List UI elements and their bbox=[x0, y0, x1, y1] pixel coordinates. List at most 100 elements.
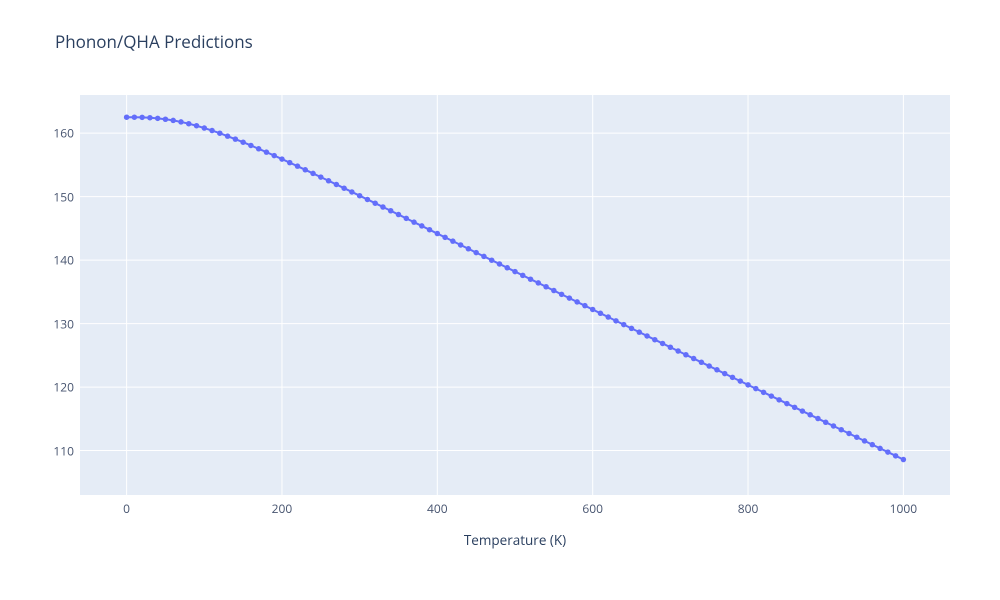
data-marker[interactable] bbox=[411, 219, 417, 225]
data-marker[interactable] bbox=[683, 352, 689, 358]
data-marker[interactable] bbox=[256, 146, 261, 152]
plot-area[interactable]: Bulk modulus (GPa) 020040060080010001101… bbox=[80, 95, 950, 495]
data-marker[interactable] bbox=[132, 114, 138, 120]
data-marker[interactable] bbox=[240, 139, 246, 145]
data-marker[interactable] bbox=[209, 128, 215, 134]
data-marker[interactable] bbox=[357, 193, 363, 199]
data-marker[interactable] bbox=[341, 185, 347, 191]
data-marker[interactable] bbox=[442, 235, 448, 241]
data-marker[interactable] bbox=[170, 118, 176, 124]
data-marker[interactable] bbox=[846, 431, 852, 437]
data-marker[interactable] bbox=[870, 442, 876, 448]
data-marker[interactable] bbox=[621, 322, 627, 328]
data-marker[interactable] bbox=[303, 167, 309, 173]
data-marker[interactable] bbox=[528, 276, 534, 282]
data-marker[interactable] bbox=[559, 292, 565, 298]
data-marker[interactable] bbox=[839, 427, 845, 433]
data-marker[interactable] bbox=[637, 329, 643, 335]
data-marker[interactable] bbox=[699, 360, 705, 366]
data-marker[interactable] bbox=[675, 348, 681, 354]
data-marker[interactable] bbox=[629, 326, 635, 332]
data-marker[interactable] bbox=[334, 182, 340, 188]
data-marker[interactable] bbox=[194, 123, 200, 129]
data-marker[interactable] bbox=[551, 288, 557, 294]
data-marker[interactable] bbox=[574, 299, 580, 305]
data-marker[interactable] bbox=[147, 115, 153, 121]
data-marker[interactable] bbox=[613, 318, 619, 324]
data-marker[interactable] bbox=[326, 178, 332, 184]
data-marker[interactable] bbox=[536, 280, 542, 286]
data-marker[interactable] bbox=[854, 434, 860, 440]
data-marker[interactable] bbox=[738, 378, 744, 384]
data-marker[interactable] bbox=[139, 115, 145, 121]
data-marker[interactable] bbox=[466, 246, 472, 252]
data-marker[interactable] bbox=[435, 231, 441, 237]
data-marker[interactable] bbox=[722, 371, 728, 377]
data-marker[interactable] bbox=[885, 449, 891, 455]
data-marker[interactable] bbox=[877, 446, 883, 452]
data-marker[interactable] bbox=[769, 393, 775, 399]
data-marker[interactable] bbox=[644, 333, 650, 339]
data-marker[interactable] bbox=[753, 386, 759, 392]
data-marker[interactable] bbox=[372, 200, 378, 206]
data-marker[interactable] bbox=[388, 208, 394, 214]
data-marker[interactable] bbox=[668, 345, 674, 351]
data-marker[interactable] bbox=[450, 238, 456, 244]
data-marker[interactable] bbox=[458, 242, 464, 248]
data-marker[interactable] bbox=[598, 311, 604, 317]
data-marker[interactable] bbox=[652, 337, 658, 343]
data-marker[interactable] bbox=[349, 189, 355, 195]
data-marker[interactable] bbox=[815, 416, 821, 422]
data-marker[interactable] bbox=[807, 412, 813, 418]
data-marker[interactable] bbox=[295, 163, 301, 169]
data-marker[interactable] bbox=[792, 405, 798, 411]
data-marker[interactable] bbox=[691, 356, 697, 362]
data-marker[interactable] bbox=[714, 367, 720, 373]
data-marker[interactable] bbox=[248, 143, 254, 149]
data-marker[interactable] bbox=[318, 174, 324, 180]
data-marker[interactable] bbox=[427, 227, 433, 233]
data-marker[interactable] bbox=[473, 250, 479, 256]
data-marker[interactable] bbox=[186, 121, 192, 127]
data-marker[interactable] bbox=[901, 457, 907, 463]
data-marker[interactable] bbox=[520, 273, 526, 279]
data-marker[interactable] bbox=[800, 408, 806, 414]
data-marker[interactable] bbox=[497, 261, 503, 267]
data-marker[interactable] bbox=[279, 156, 285, 162]
data-marker[interactable] bbox=[504, 265, 510, 271]
data-marker[interactable] bbox=[419, 223, 425, 229]
data-marker[interactable] bbox=[233, 136, 239, 142]
data-marker[interactable] bbox=[730, 375, 736, 381]
data-marker[interactable] bbox=[590, 307, 596, 313]
data-marker[interactable] bbox=[264, 149, 270, 155]
data-marker[interactable] bbox=[823, 420, 829, 426]
data-marker[interactable] bbox=[784, 401, 790, 407]
data-marker[interactable] bbox=[543, 284, 549, 290]
data-marker[interactable] bbox=[155, 116, 161, 122]
data-marker[interactable] bbox=[271, 153, 277, 159]
data-marker[interactable] bbox=[831, 423, 837, 429]
data-marker[interactable] bbox=[481, 254, 487, 260]
data-marker[interactable] bbox=[287, 160, 293, 166]
data-marker[interactable] bbox=[893, 453, 899, 459]
data-marker[interactable] bbox=[489, 257, 495, 263]
data-marker[interactable] bbox=[396, 212, 402, 218]
data-marker[interactable] bbox=[660, 341, 666, 347]
data-marker[interactable] bbox=[862, 438, 868, 444]
data-marker[interactable] bbox=[217, 130, 223, 136]
data-marker[interactable] bbox=[776, 397, 782, 403]
data-marker[interactable] bbox=[310, 171, 316, 177]
data-marker[interactable] bbox=[761, 390, 767, 396]
data-marker[interactable] bbox=[163, 117, 169, 123]
data-marker[interactable] bbox=[178, 119, 184, 125]
data-marker[interactable] bbox=[706, 363, 712, 369]
data-marker[interactable] bbox=[124, 114, 130, 120]
data-marker[interactable] bbox=[225, 133, 231, 139]
data-marker[interactable] bbox=[404, 216, 410, 222]
data-marker[interactable] bbox=[380, 204, 386, 210]
data-marker[interactable] bbox=[365, 197, 371, 203]
data-marker[interactable] bbox=[582, 303, 588, 309]
data-marker[interactable] bbox=[512, 269, 518, 275]
data-marker[interactable] bbox=[605, 314, 611, 320]
data-marker[interactable] bbox=[745, 382, 751, 388]
